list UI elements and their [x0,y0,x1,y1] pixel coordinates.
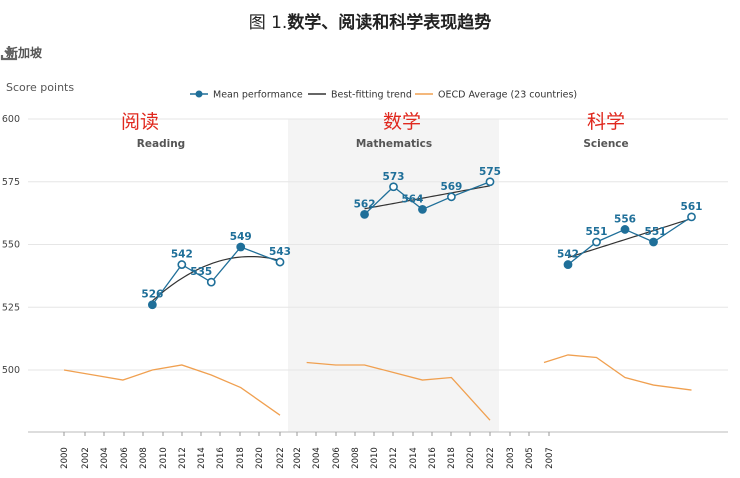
data-point-mathematics [446,192,456,202]
legend: Mean performance Best-fitting trend OECD A… [190,90,577,101]
data-label-reading: 549 [230,231,252,243]
x-tick-label: 2000 [60,447,70,469]
panel-title-science: Science [583,138,628,150]
data-label-mathematics: 562 [354,198,376,210]
annotation-reading: 阅读 [121,111,159,133]
data-label-mathematics: 564 [401,193,423,205]
data-label-reading: 543 [269,246,291,258]
y-tick-label: 600 [2,114,20,125]
data-label-science: 561 [681,201,703,213]
panel-shade-mathematics [288,119,499,432]
legend-trend-label: Best-fitting trend [331,90,412,101]
x-tick-label: 2006 [332,447,342,469]
y-axis-label: Score points [6,81,75,94]
data-point-mathematics [389,182,398,192]
data-label-science: 556 [614,213,636,225]
x-tick-label: 2002 [81,447,91,469]
data-label-mathematics: 575 [479,166,501,178]
data-label-science: 551 [586,226,608,238]
y-tick-label: 525 [2,302,20,313]
data-point-reading [236,242,246,252]
chart-title: 图 1.数学、阅读和科学表现趋势 [248,13,492,33]
y-tick-label: 575 [2,177,20,188]
x-tick-label: 2004 [312,447,322,469]
legend-oecd-label: OECD Average (23 countries) [438,90,577,101]
x-tick-label: 2020 [466,447,476,469]
x-tick-label: 2022 [276,447,286,469]
trend-line-science [567,218,692,259]
data-label-science: 542 [557,249,579,261]
annotation-science: 科学 [587,111,625,133]
y-tick-label: 550 [2,240,20,251]
oecd-line-mathematics [306,361,491,421]
data-label-mathematics: 569 [440,181,462,193]
x-tick-label: 2014 [197,447,207,469]
panel-title-mathematics: Mathematics [356,138,432,150]
x-tick-label: 2007 [545,447,555,469]
data-label-reading: 535 [190,266,212,278]
data-label-reading: 526 [141,289,163,301]
legend-mean-marker [195,90,203,98]
data-point-mathematics [485,177,495,187]
download-icon[interactable] [0,44,18,62]
x-tick-label: 2005 [525,447,535,469]
x-tick-label: 2022 [486,447,496,469]
trend-line-reading [151,255,281,302]
x-tick-label: 2003 [506,447,516,469]
annotation-mathematics: 数学 [383,111,421,133]
x-tick-label: 2008 [139,447,149,469]
data-point-science [592,237,601,247]
data-point-science [563,260,573,269]
data-point-science [687,212,696,222]
panel-title-reading: Reading [137,138,185,150]
x-tick-label: 2012 [389,447,399,469]
data-point-mathematics [360,209,369,219]
x-tick-label: 2016 [428,447,438,469]
x-tick-label: 2008 [351,447,361,469]
x-tick-label: 2004 [100,447,110,469]
x-tick-label: 2016 [216,447,226,469]
data-point-mathematics [418,204,427,214]
y-tick-label: 500 [2,365,20,376]
x-tick-label: 2018 [236,447,246,469]
x-tick-label: 2010 [370,447,380,469]
legend-mean-label: Mean performance [213,90,303,101]
oecd-line-science [543,354,692,391]
x-tick-label: 2002 [293,447,303,469]
data-label-reading: 542 [171,249,193,261]
data-label-mathematics: 573 [383,171,405,183]
data-point-reading [275,257,285,267]
data-point-reading [177,260,187,269]
x-tick-label: 2018 [447,447,457,469]
x-tick-label: 2006 [120,447,130,469]
oecd-line-reading [63,364,281,416]
data-point-reading [206,277,216,287]
x-tick-label: 2020 [255,447,265,469]
data-point-science [649,237,658,247]
x-tick-label: 2010 [159,447,169,469]
x-tick-label: 2014 [409,447,419,469]
data-label-science: 551 [645,226,667,238]
data-point-science [620,225,630,234]
x-tick-label: 2012 [178,447,188,469]
data-point-reading [147,300,157,310]
